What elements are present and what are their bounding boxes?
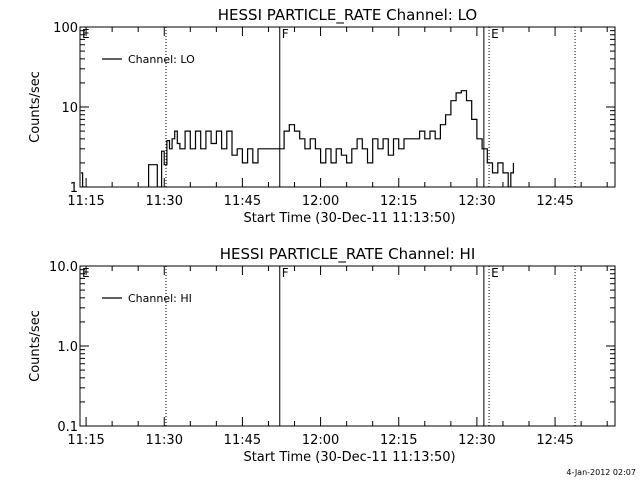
marker-label: F (282, 266, 289, 280)
plot-frame (79, 265, 616, 427)
chart-panel-2: HESSI PARTICLE_RATE Channel: HI Counts/se… (28, 245, 616, 465)
legend-label: Channel: HI (128, 292, 192, 305)
marker-label: F (282, 27, 289, 41)
marker-label: E (491, 27, 499, 41)
series-line (80, 90, 514, 187)
x-tick-label: 12:00 (302, 433, 339, 448)
x-axis-label: Start Time (30-Dec-11 11:13:50) (243, 450, 455, 465)
legend-label: Channel: LO (128, 53, 195, 66)
x-tick-label: 12:45 (536, 433, 573, 448)
y-tick-label: 1 (70, 181, 78, 196)
x-tick-label: 11:30 (146, 194, 183, 209)
y-tick-label: 10.0 (49, 260, 78, 275)
x-tick-label: 12:30 (458, 194, 495, 209)
y-tick-label: 100 (53, 21, 78, 36)
chart-title: HESSI PARTICLE_RATE Channel: HI (220, 245, 476, 264)
x-tick-label: 11:30 (146, 433, 183, 448)
marker-label: E (491, 266, 499, 280)
x-tick-label: 11:45 (224, 433, 261, 448)
y-tick-label: 1.0 (57, 340, 78, 355)
chart-panel-1: HESSI PARTICLE_RATE Channel: LO Counts/se… (28, 6, 616, 226)
x-tick-label: 12:45 (536, 194, 573, 209)
x-tick-label: 11:15 (67, 194, 104, 209)
x-tick-label: 12:00 (302, 194, 339, 209)
x-tick-label: 12:15 (380, 194, 417, 209)
x-tick-label: 11:15 (67, 433, 104, 448)
x-axis-label: Start Time (30-Dec-11 11:13:50) (243, 211, 455, 226)
marker-label: E (82, 27, 90, 41)
chart-title: HESSI PARTICLE_RATE Channel: LO (218, 6, 477, 25)
marker-label: E (82, 266, 90, 280)
y-tick-label: 0.1 (57, 420, 78, 435)
x-tick-label: 12:30 (458, 433, 495, 448)
y-axis-label: Counts/sec (28, 310, 43, 382)
y-tick-label: 10 (61, 101, 78, 116)
y-axis-label: Counts/sec (28, 71, 43, 143)
x-tick-label: 11:45 (224, 194, 261, 209)
x-tick-label: 12:15 (380, 433, 417, 448)
timestamp-label: 4-Jan-2012 02:07 (566, 468, 636, 477)
